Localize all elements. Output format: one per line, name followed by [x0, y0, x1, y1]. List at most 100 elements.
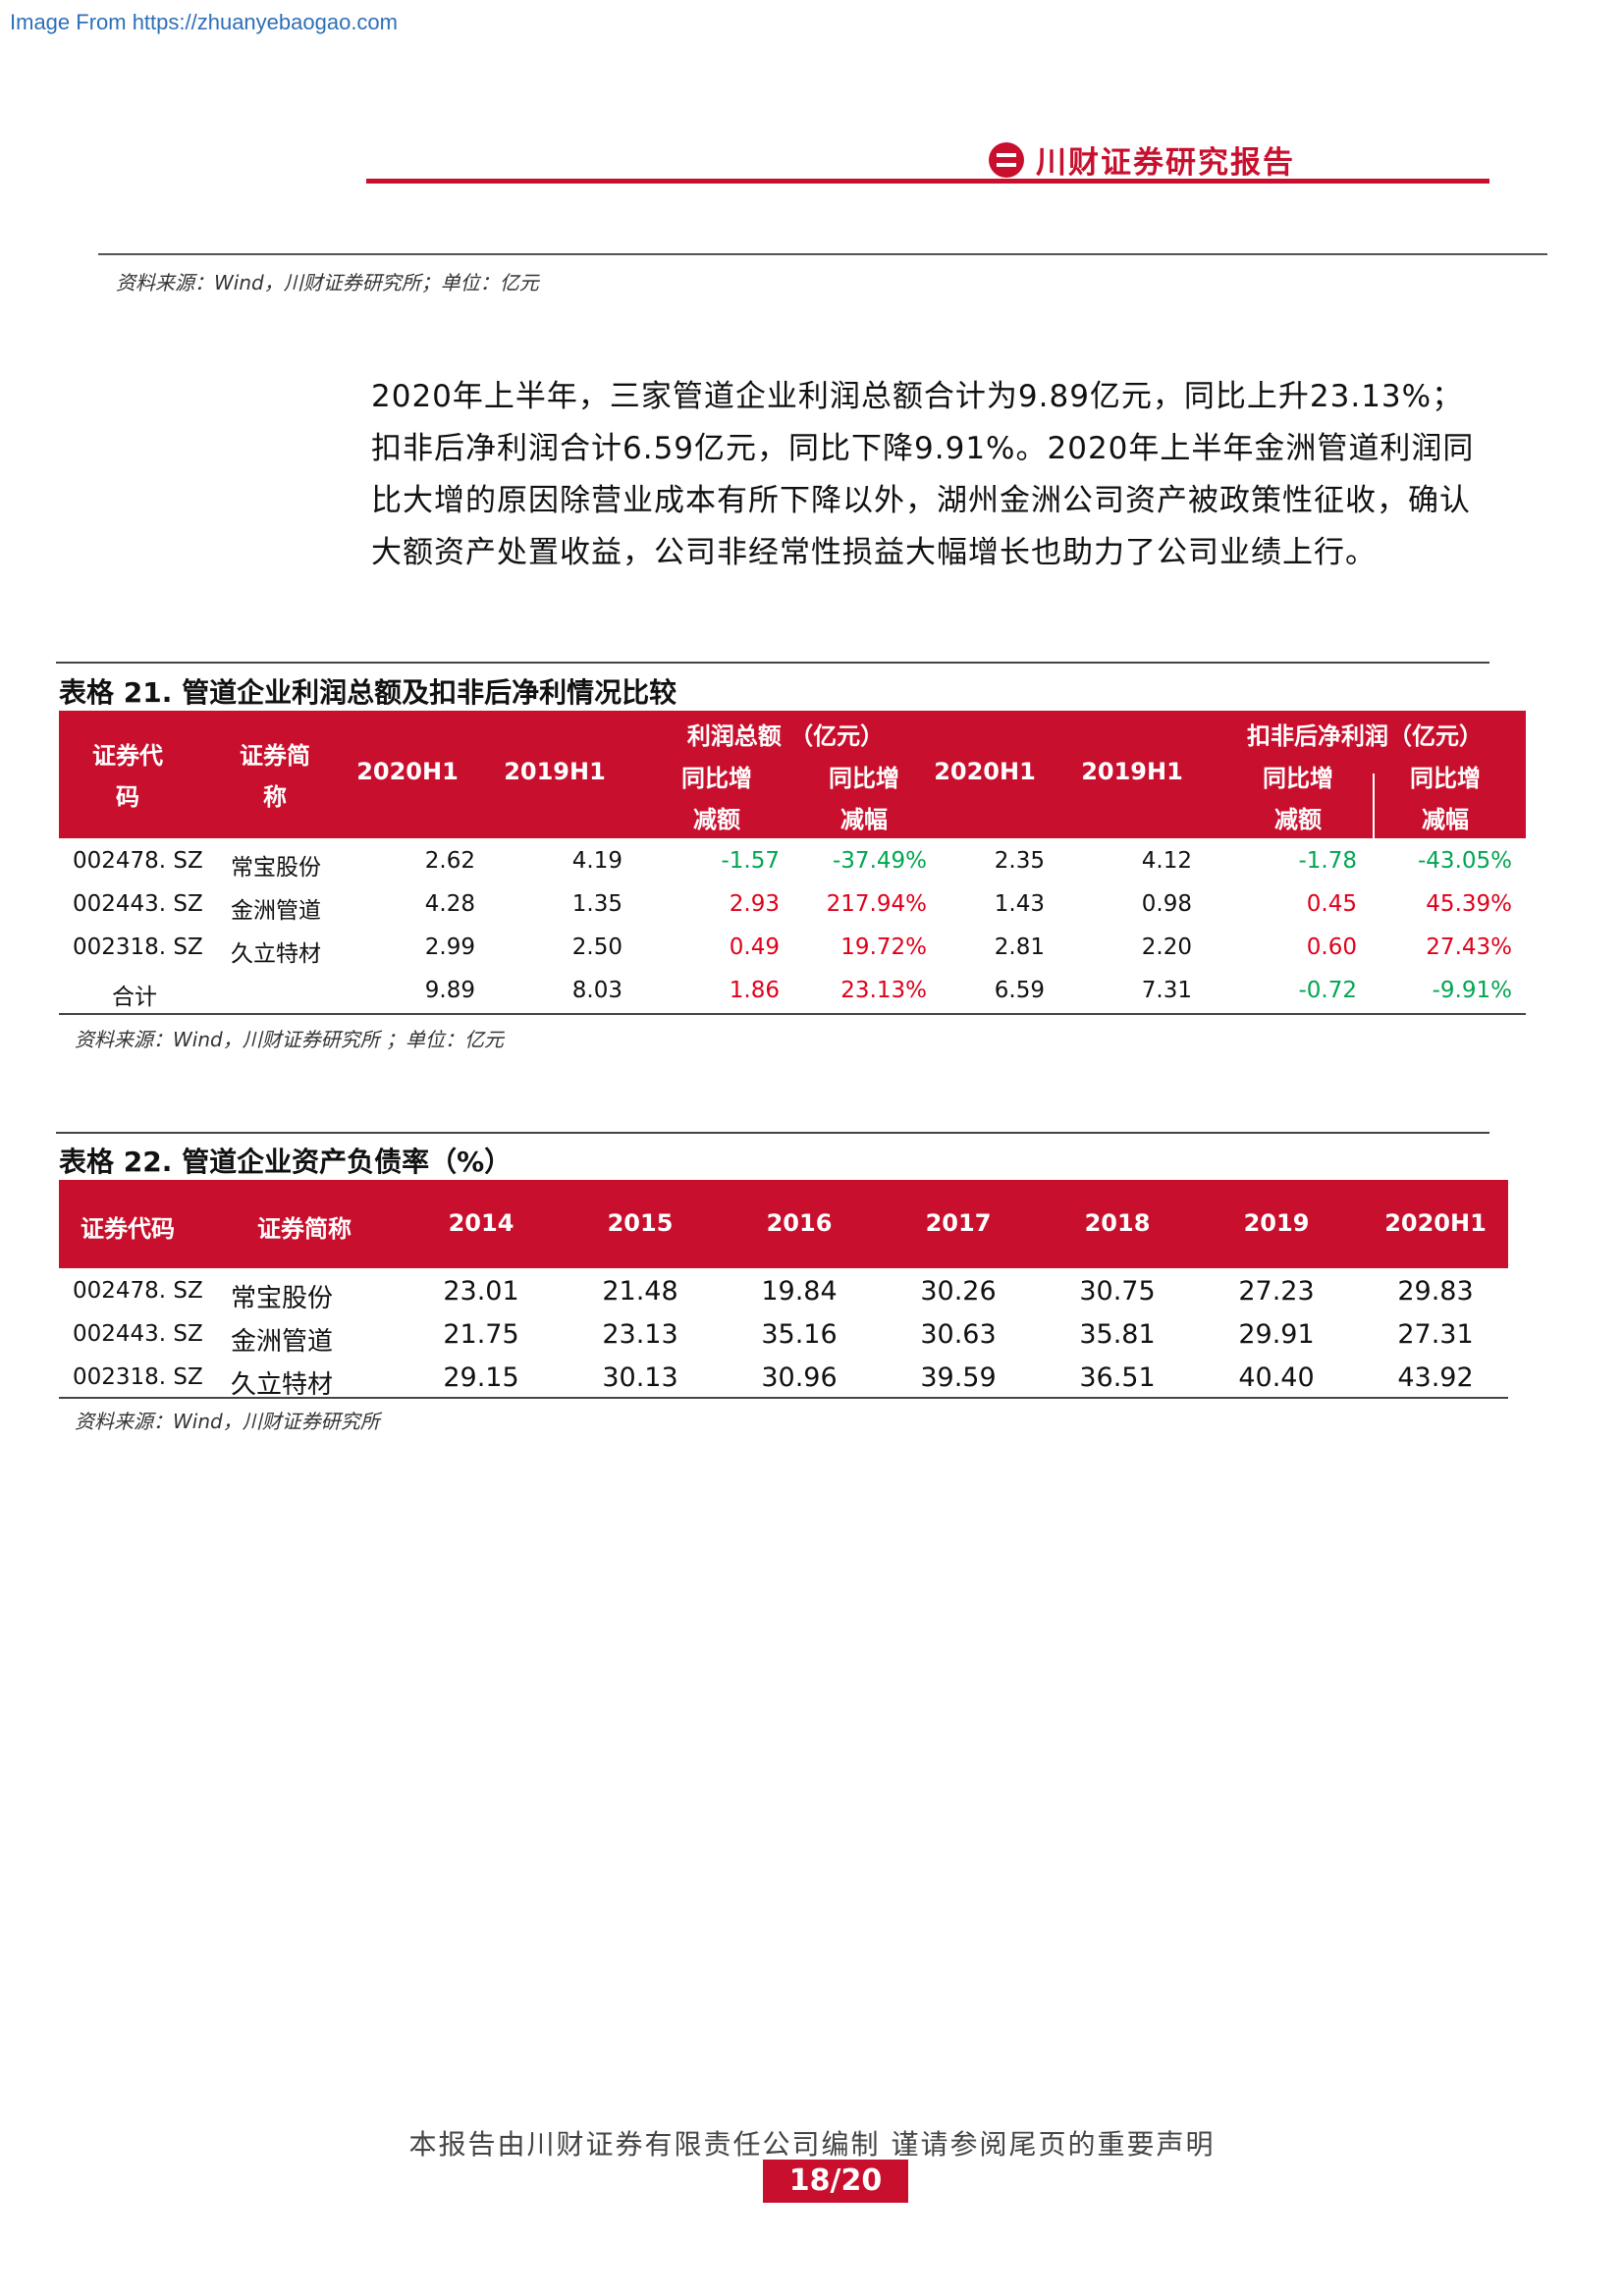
- page-number: 18/20: [763, 2160, 908, 2203]
- cell-value: 29.83: [1397, 1276, 1474, 1307]
- table22-body: 002478. SZ 常宝股份 23.01 21.48 19.84 30.26 …: [59, 1268, 1508, 1400]
- table21-header: 证券代码 证券简称 2020H1 2019H1 利润总额 （亿元） 同比增减额 …: [59, 711, 1526, 838]
- cell-code: 002318. SZ: [73, 1364, 203, 1390]
- cell-value: 1.43: [994, 891, 1045, 917]
- cell-value: 40.40: [1238, 1362, 1315, 1393]
- th-year: 2020H1: [1384, 1209, 1487, 1237]
- cell-value: 2.50: [571, 934, 623, 960]
- th-name: 证券简称: [257, 1215, 352, 1243]
- cell-value: 45.39%: [1426, 891, 1512, 917]
- section-rule: [98, 253, 1547, 255]
- cell-value: 29.15: [443, 1362, 519, 1393]
- cell-value: 23.13%: [840, 978, 927, 1003]
- brand-header: 川财证券研究报告: [989, 137, 1295, 182]
- cell-value: 23.13: [602, 1319, 678, 1350]
- cell-value: 27.31: [1397, 1319, 1474, 1350]
- cell-value: 35.81: [1079, 1319, 1156, 1350]
- table21-title: 表格 21. 管道企业利润总额及扣非后净利情况比较: [59, 676, 677, 709]
- cell-value: -1.78: [1298, 848, 1357, 874]
- cell-value: 35.16: [761, 1319, 838, 1350]
- th-year: 2016: [766, 1209, 833, 1237]
- cell-value: -37.49%: [833, 848, 927, 874]
- th-n-chg: 同比增减额: [1263, 765, 1333, 833]
- cell-name: 常宝股份: [231, 1284, 334, 1313]
- th-n2020: 2020H1: [934, 758, 1036, 785]
- table-row: 002318. SZ 久立特材 29.15 30.13 30.96 39.59 …: [59, 1355, 1508, 1400]
- cell-value: 36.51: [1079, 1362, 1156, 1393]
- th-year: 2014: [448, 1209, 514, 1237]
- brand-logo-icon: [989, 141, 1024, 178]
- cell-value: 30.96: [761, 1362, 838, 1393]
- cell-value: 4.19: [571, 848, 623, 874]
- cell-value: 30.75: [1079, 1276, 1156, 1307]
- table-row: 002443. SZ 金洲管道 4.28 1.35 2.93 217.94% 1…: [59, 881, 1526, 925]
- th-p-pct: 同比增减幅: [829, 765, 899, 833]
- table22-note: 资料来源：Wind，川财证券研究所: [75, 1410, 380, 1433]
- th-code: 证券代码: [81, 1215, 175, 1243]
- cell-value: 2.62: [424, 848, 475, 874]
- cell-name: 金洲管道: [231, 898, 321, 924]
- th-p2019: 2019H1: [504, 758, 606, 785]
- table21-top-rule: [56, 662, 1489, 664]
- header-divider: [1373, 774, 1375, 838]
- table-row: 002478. SZ 常宝股份 23.01 21.48 19.84 30.26 …: [59, 1268, 1508, 1313]
- th-p2020: 2020H1: [356, 758, 459, 785]
- cell-code: 002318. SZ: [73, 934, 203, 960]
- th-name: 证券简称: [240, 742, 310, 811]
- cell-value: 29.91: [1238, 1319, 1315, 1350]
- table21-note: 资料来源：Wind，川财证券研究所 ；单位：亿元: [75, 1028, 505, 1051]
- th-year: 2018: [1084, 1209, 1151, 1237]
- cell-code: 002478. SZ: [73, 1278, 203, 1304]
- cell-name: 常宝股份: [231, 855, 321, 881]
- th-year: 2019: [1243, 1209, 1310, 1237]
- brand-name: 川财证券研究报告: [1036, 145, 1295, 181]
- th-group-profit: 利润总额 （亿元）: [686, 722, 885, 750]
- th-n-pct: 同比增减幅: [1410, 765, 1481, 833]
- cell-name: 久立特材: [231, 941, 321, 967]
- header-rule: [366, 179, 1489, 184]
- cell-value: 30.63: [920, 1319, 997, 1350]
- th-year: 2017: [925, 1209, 992, 1237]
- cell-value: 1.35: [571, 891, 623, 917]
- table-row-total: 合计 9.89 8.03 1.86 23.13% 6.59 7.31 -0.72…: [59, 968, 1526, 1011]
- table22-top-rule: [56, 1132, 1489, 1134]
- cell-code: 002443. SZ: [73, 891, 203, 917]
- table21-bottom-rule: [59, 1013, 1526, 1015]
- cell-name: 久立特材: [231, 1370, 334, 1400]
- cell-value: 2.99: [424, 934, 475, 960]
- cell-value: 7.31: [1141, 978, 1192, 1003]
- source-link[interactable]: Image From https://zhuanyebaogao.com: [10, 10, 398, 34]
- th-group-net: 扣非后净利润（亿元）: [1247, 722, 1483, 750]
- table-row: 002478. SZ 常宝股份 2.62 4.19 -1.57 -37.49% …: [59, 838, 1526, 881]
- cell-value: -0.72: [1298, 978, 1357, 1003]
- cell-value: 23.01: [443, 1276, 519, 1307]
- table21-body: 002478. SZ 常宝股份 2.62 4.19 -1.57 -37.49% …: [59, 838, 1526, 1015]
- cell-value: 27.23: [1238, 1276, 1315, 1307]
- cell-name: 金洲管道: [231, 1327, 334, 1357]
- cell-value: 9.89: [424, 978, 475, 1003]
- table22-bottom-rule: [59, 1397, 1508, 1399]
- th-year: 2015: [607, 1209, 674, 1237]
- table-row: 002443. SZ 金洲管道 21.75 23.13 35.16 30.63 …: [59, 1311, 1508, 1357]
- cell-value: 4.28: [424, 891, 475, 917]
- th-code: 证券代码: [92, 742, 163, 811]
- cell-value: 39.59: [920, 1362, 997, 1393]
- cell-value: 0.60: [1306, 934, 1357, 960]
- cell-value: 4.12: [1141, 848, 1192, 874]
- cell-value: 8.03: [571, 978, 623, 1003]
- table22-title: 表格 22. 管道企业资产负债率（%）: [59, 1146, 513, 1178]
- table22-header: 证券代码 证券简称 2014 2015 2016 2017 2018 2019 …: [59, 1180, 1508, 1268]
- cell-value: 2.93: [729, 891, 780, 917]
- cell-value: 217.94%: [826, 891, 927, 917]
- cell-value: -9.91%: [1432, 978, 1512, 1003]
- cell-value: 27.43%: [1426, 934, 1512, 960]
- cell-value: -1.57: [721, 848, 780, 874]
- cell-value: 2.81: [994, 934, 1045, 960]
- footer-disclaimer: 本报告由川财证券有限责任公司编制 谨请参阅尾页的重要声明: [408, 2128, 1216, 2161]
- cell-value: 19.72%: [840, 934, 927, 960]
- cell-value: 19.84: [761, 1276, 838, 1307]
- cell-code: 合计: [112, 985, 157, 1010]
- cell-value: 21.48: [602, 1276, 678, 1307]
- cell-code: 002443. SZ: [73, 1321, 203, 1347]
- source-note: 资料来源：Wind，川财证券研究所；单位：亿元: [116, 271, 539, 294]
